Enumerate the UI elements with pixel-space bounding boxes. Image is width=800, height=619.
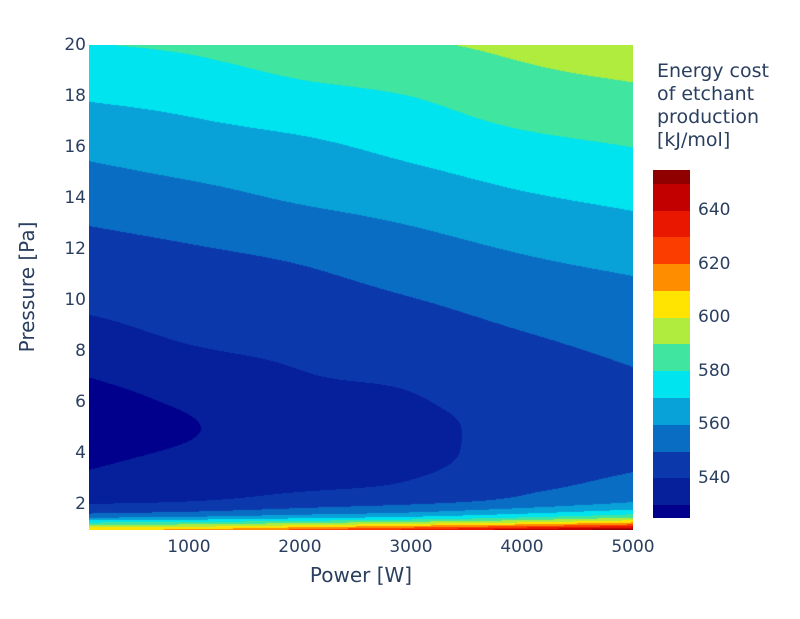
x-tick-label: 4000 — [500, 537, 544, 557]
colorbar-tick-label: 540 — [698, 467, 731, 488]
y-tick-label: 20 — [64, 35, 86, 55]
colorbar-title-line: production — [657, 106, 760, 128]
colorbar-band — [653, 290, 690, 318]
colorbar-title-line: [kJ/mol] — [657, 129, 731, 151]
colorbar-tick-label: 640 — [698, 200, 731, 221]
y-tick-label: 2 — [75, 494, 86, 515]
y-tick-label: 6 — [75, 392, 86, 413]
y-tick-label: 14 — [64, 188, 86, 209]
colorbar-title: Energy cost of etchant production [kJ/mo… — [657, 60, 800, 152]
colorbar-band — [653, 424, 690, 452]
colorbar-title-line: Energy cost — [657, 60, 769, 82]
y-axis-title: Pressure [Pa] — [15, 221, 39, 353]
x-axis-title: Power [W] — [309, 563, 413, 587]
x-tick-label: 3000 — [389, 537, 433, 557]
colorbar-band — [653, 504, 690, 519]
y-tick-label: 12 — [64, 239, 86, 260]
colorbar-band — [653, 210, 690, 238]
colorbar-band — [653, 263, 690, 291]
x-tick-label: 1000 — [167, 537, 211, 557]
colorbar-band — [653, 183, 690, 211]
colorbar-band — [653, 170, 690, 184]
colorbar-tick-label: 600 — [698, 307, 731, 328]
colorbar-tick-label: 620 — [698, 253, 731, 274]
colorbar-band — [653, 397, 690, 425]
colorbar-band — [653, 451, 690, 479]
y-tick-label: 10 — [64, 290, 86, 311]
colorbar-band — [653, 477, 690, 506]
y-tick-label: 8 — [75, 341, 86, 362]
colorbar-band — [653, 236, 690, 265]
colorbar-tick-label: 580 — [698, 360, 731, 381]
y-tick-label: 16 — [64, 137, 86, 158]
x-tick-label: 5000 — [611, 537, 655, 557]
colorbar-band — [653, 370, 690, 399]
y-tick-label: 4 — [75, 443, 86, 464]
y-tick-label: 18 — [64, 86, 86, 107]
x-tick-label: 2000 — [278, 537, 322, 557]
colorbar-title-line: of etchant — [657, 83, 755, 105]
colorbar — [653, 170, 690, 519]
colorbar-tick-label: 560 — [698, 414, 731, 435]
colorbar-band — [653, 317, 690, 345]
colorbar-band — [653, 344, 690, 372]
contour-plot-area[interactable] — [89, 45, 633, 530]
